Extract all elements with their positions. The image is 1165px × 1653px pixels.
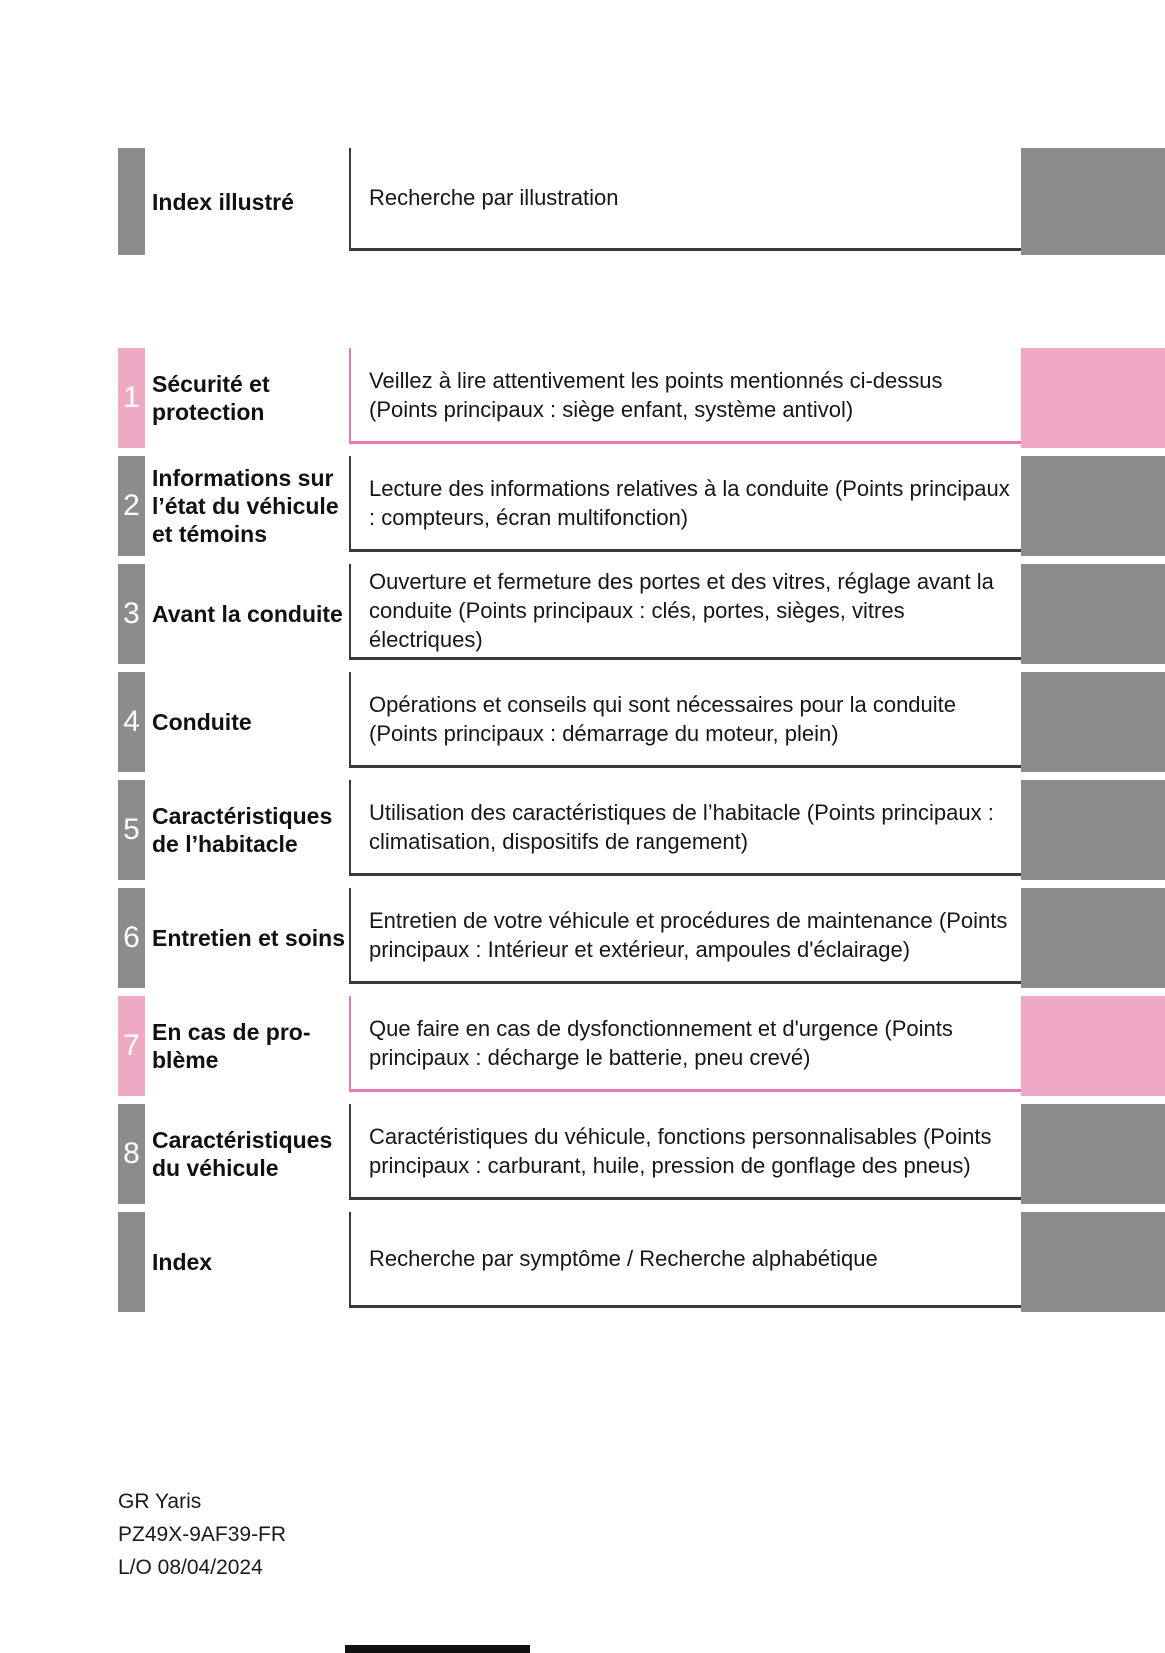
chapter-title: Avant la conduite <box>152 601 343 627</box>
chapter-description: Ouverture et fermeture des portes et des… <box>369 569 994 652</box>
toc-row: 4 Conduite Opérations et conseils qui sont… <box>118 672 1165 772</box>
chapter-title: Conduite <box>152 709 252 735</box>
chapter-title: Caractéristiques du véhicule <box>152 1127 333 1181</box>
toc-row: Index Recherche par symptôme / Recherche … <box>118 1212 1165 1312</box>
chapter-number: 4 <box>123 705 140 738</box>
footer-print-date: L/O 08/04/2024 <box>118 1556 263 1579</box>
footer: GR Yaris PZ49X-9AF39-FR L/O 08/04/2024 <box>118 1485 1165 1584</box>
chapter-number: 1 <box>123 381 140 414</box>
chapter-number: 7 <box>123 1029 140 1062</box>
chapter-number: 5 <box>123 813 140 846</box>
footer-part-number: PZ49X-9AF39-FR <box>118 1523 287 1546</box>
toc-row: 1 Sécurité et protection Veillez à lire at… <box>118 348 1165 448</box>
chapter-description: Opérations et conseils qui sont nécessai… <box>369 691 957 746</box>
chapter-description-box: Utilisation des caractéristiques de l’ha… <box>349 780 1021 876</box>
chapter-tab-left: 2 <box>118 456 145 556</box>
chapter-tab-left: 8 <box>118 1104 145 1204</box>
chapter-tab-left: 1 <box>118 348 145 448</box>
chapter-description-box: Recherche par illustration <box>349 148 1021 251</box>
footer-model: GR Yaris <box>118 1490 202 1513</box>
chapter-number: 2 <box>123 489 140 522</box>
chapter-tab-left <box>118 148 145 255</box>
chapter-description: Recherche par symptôme / Recherche alpha… <box>369 1246 878 1271</box>
chapter-description: Recherche par illustration <box>369 185 619 211</box>
chapter-description-box: Veillez à lire attentivement les points … <box>349 348 1021 444</box>
chapter-description: Que faire en cas de dysfonctionnement et… <box>369 1015 953 1070</box>
chapter-tab-left: 5 <box>118 780 145 880</box>
toc-row: 8 Caractéristiques du véhicule Caractérist… <box>118 1104 1165 1204</box>
chapter-description: Caractéristiques du véhicule, fonctions … <box>369 1123 992 1178</box>
chapter-description-box: Que faire en cas de dysfonctionnement et… <box>349 996 1021 1092</box>
chapter-thumb-tab <box>1021 148 1165 255</box>
chapter-thumb-tab <box>1021 1212 1165 1312</box>
chapter-thumb-tab <box>1021 780 1165 880</box>
chapter-thumb-tab <box>1021 1104 1165 1204</box>
toc-row: 2 Informations sur l’état du véhicule et … <box>118 456 1165 556</box>
toc-row: 3 Avant la conduite Ouverture et fermeture… <box>118 564 1165 664</box>
chapter-title: Entretien et soins <box>152 925 345 951</box>
chapter-title: Index illustré <box>152 188 294 215</box>
toc-row-illustrated-index: Index illustré Recherche par illustratio… <box>118 148 1165 255</box>
chapter-title: En cas de pro- blème <box>152 1019 311 1073</box>
chapter-tab-left: 4 <box>118 672 145 772</box>
chapter-title: Index <box>152 1249 213 1275</box>
chapter-thumb-tab <box>1021 996 1165 1096</box>
chapter-description-box: Entretien de votre véhicule et procédure… <box>349 888 1021 984</box>
chapter-description: Entretien de votre véhicule et procédure… <box>369 907 1008 962</box>
chapter-tab-left <box>118 1212 145 1312</box>
chapter-tab-left: 7 <box>118 996 145 1096</box>
chapter-description: Lecture des informations relatives à la … <box>369 475 1010 530</box>
chapter-tab-left: 3 <box>118 564 145 664</box>
chapter-description-box: Opérations et conseils qui sont nécessai… <box>349 672 1021 768</box>
chapter-description: Veillez à lire attentivement les points … <box>369 367 943 422</box>
chapter-description-box: Caractéristiques du véhicule, fonctions … <box>349 1104 1021 1200</box>
bottom-print-mark <box>345 1645 530 1653</box>
toc-row: 5 Caractéristiques de l’habitacle Utilisat… <box>118 780 1165 880</box>
chapter-number: 8 <box>123 1137 140 1170</box>
chapter-thumb-tab <box>1021 564 1165 664</box>
chapter-description-box: Lecture des informations relatives à la … <box>349 456 1021 552</box>
chapter-thumb-tab <box>1021 348 1165 448</box>
chapter-description-box: Ouverture et fermeture des portes et des… <box>349 564 1021 660</box>
chapter-thumb-tab <box>1021 672 1165 772</box>
chapter-number: 3 <box>123 597 140 630</box>
chapter-thumb-tab <box>1021 456 1165 556</box>
toc-row: 6 Entretien et soins Entretien de votre vé… <box>118 888 1165 988</box>
chapter-tab-left: 6 <box>118 888 145 988</box>
chapter-title: Sécurité et protection <box>152 371 270 425</box>
chapter-description: Utilisation des caractéristiques de l’ha… <box>369 799 994 854</box>
chapter-title: Caractéristiques de l’habitacle <box>152 803 333 857</box>
chapter-description-box: Recherche par symptôme / Recherche alpha… <box>349 1212 1021 1308</box>
chapter-title: Informations sur l’état du véhicule et t… <box>152 465 339 547</box>
toc-row: 7 En cas de pro- blème Que faire en cas de… <box>118 996 1165 1096</box>
toc-rows: 1 Sécurité et protection Veillez à lire at… <box>0 348 1165 1312</box>
chapter-number: 6 <box>123 921 140 954</box>
chapter-thumb-tab <box>1021 888 1165 988</box>
